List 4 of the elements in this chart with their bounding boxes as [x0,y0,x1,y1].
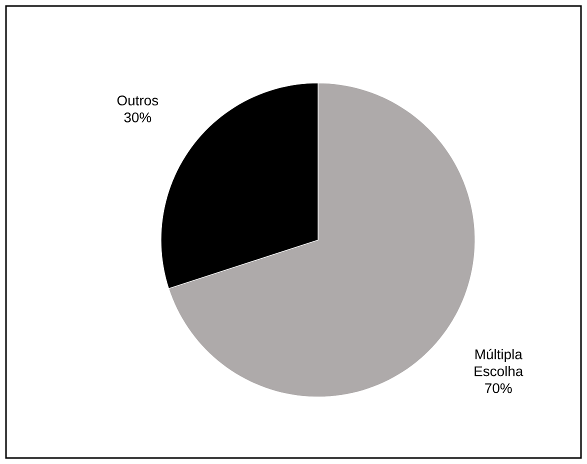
slice-label: Múltipla Escolha [474,348,524,376]
data-label: 30% [124,112,152,122]
slice-label: Outros [117,96,158,106]
data-label: 70% [485,383,512,394]
